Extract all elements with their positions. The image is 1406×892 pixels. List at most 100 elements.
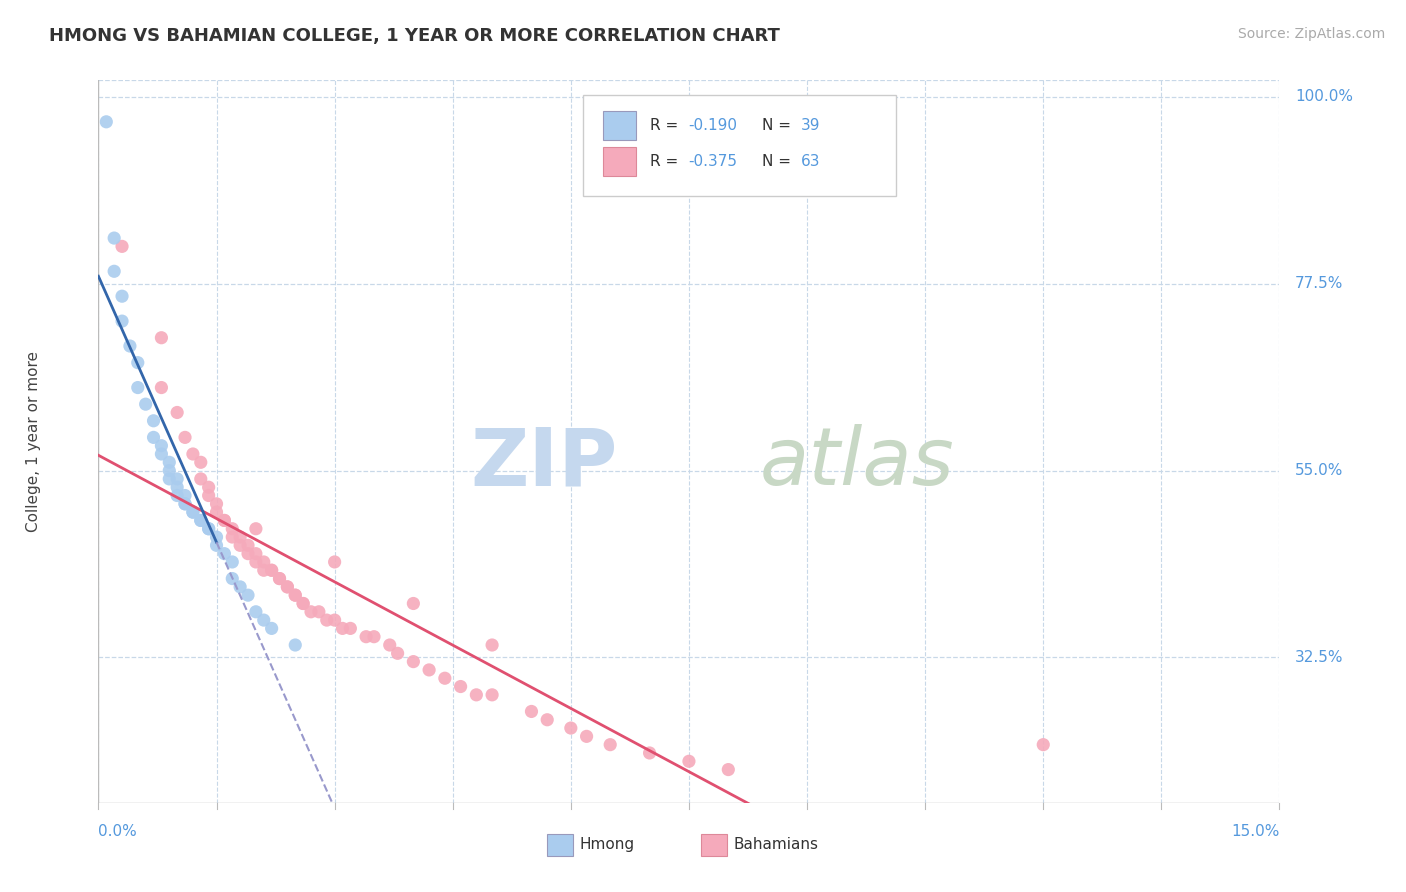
Point (260, 563, 283, 577)
Point (236, 547, 259, 561)
Point (197, 489, 219, 503)
Point (260, 563, 283, 577)
Point (245, 605, 267, 619)
Point (450, 680, 472, 694)
Point (96, 115, 118, 129)
Point (402, 655, 425, 669)
Point (599, 738, 621, 752)
Text: R =: R = (650, 154, 683, 169)
Point (166, 472, 188, 486)
Point (221, 572, 243, 586)
Point (205, 538, 228, 552)
Point (260, 621, 283, 635)
Point (575, 730, 598, 744)
FancyBboxPatch shape (547, 834, 574, 855)
Point (418, 663, 440, 677)
Point (308, 605, 330, 619)
Point (387, 646, 409, 660)
Point (560, 721, 582, 735)
Point (229, 538, 252, 552)
Point (166, 405, 188, 419)
Point (253, 555, 276, 569)
Point (135, 397, 157, 411)
Point (118, 339, 141, 353)
Point (678, 754, 700, 768)
Point (150, 447, 173, 461)
Point (205, 530, 228, 544)
Point (536, 713, 558, 727)
Point (197, 480, 219, 494)
Point (190, 472, 212, 486)
Point (190, 513, 212, 527)
Point (214, 513, 236, 527)
Text: HMONG VS BAHAMIAN COLLEGE, 1 YEAR OR MORE CORRELATION CHART: HMONG VS BAHAMIAN COLLEGE, 1 YEAR OR MOR… (49, 27, 780, 45)
Point (292, 597, 315, 611)
Point (315, 613, 337, 627)
Point (638, 746, 661, 760)
Text: Bahamians: Bahamians (734, 838, 818, 852)
Point (174, 497, 197, 511)
Point (174, 489, 197, 503)
Point (402, 597, 425, 611)
Point (292, 597, 315, 611)
Point (284, 588, 307, 602)
Point (205, 505, 228, 519)
Point (103, 231, 125, 245)
Point (166, 480, 188, 494)
Point (221, 530, 243, 544)
Point (1032, 738, 1054, 752)
Point (269, 572, 291, 586)
Text: N =: N = (762, 119, 796, 133)
FancyBboxPatch shape (582, 95, 896, 196)
Point (157, 455, 180, 469)
Point (433, 671, 456, 685)
Point (363, 630, 385, 644)
Point (520, 705, 543, 719)
Text: ZIP: ZIP (471, 425, 619, 502)
Point (378, 638, 401, 652)
Point (245, 547, 267, 561)
Point (245, 522, 267, 536)
Point (111, 239, 134, 253)
Text: College, 1 year or more: College, 1 year or more (25, 351, 41, 532)
Point (190, 513, 212, 527)
Point (197, 522, 219, 536)
Point (190, 455, 212, 469)
Point (157, 472, 180, 486)
Point (181, 447, 204, 461)
Text: 15.0%: 15.0% (1232, 823, 1279, 838)
Point (276, 580, 298, 594)
Point (276, 580, 298, 594)
Point (323, 613, 346, 627)
Point (332, 621, 354, 635)
Point (103, 264, 125, 278)
Point (229, 580, 252, 594)
Point (236, 538, 259, 552)
Point (323, 555, 346, 569)
Point (111, 314, 134, 328)
Text: N =: N = (762, 154, 796, 169)
Point (150, 439, 173, 453)
Point (157, 464, 180, 478)
Point (127, 356, 149, 370)
Point (299, 605, 322, 619)
Text: 55.0%: 55.0% (1295, 463, 1344, 478)
Point (245, 555, 267, 569)
Point (181, 505, 204, 519)
Point (174, 497, 197, 511)
Point (111, 289, 134, 303)
FancyBboxPatch shape (603, 112, 636, 140)
Point (465, 688, 488, 702)
Point (229, 530, 252, 544)
Point (253, 563, 276, 577)
Text: atlas: atlas (759, 425, 955, 502)
Text: 0.0%: 0.0% (98, 823, 138, 838)
Point (269, 572, 291, 586)
Text: Hmong: Hmong (579, 838, 634, 852)
Text: 77.5%: 77.5% (1295, 277, 1344, 292)
Text: 32.5%: 32.5% (1295, 650, 1344, 665)
Point (142, 414, 165, 428)
Point (339, 621, 361, 635)
Text: -0.375: -0.375 (688, 154, 737, 169)
Point (142, 430, 165, 444)
